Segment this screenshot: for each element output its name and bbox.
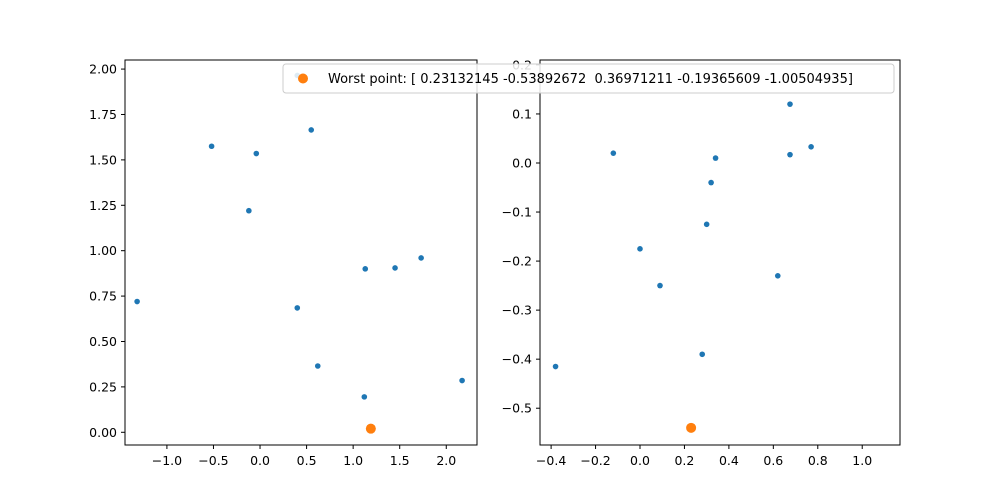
y-tick-label-0-1: 0.25 xyxy=(89,379,117,394)
y-tick-label-1-5: 0.0 xyxy=(512,155,532,170)
y-tick-label-0-2: 0.50 xyxy=(89,334,117,349)
y-tick-label-0-4: 1.00 xyxy=(89,243,117,258)
data-point-1-8 xyxy=(774,273,781,279)
data-point-1-10 xyxy=(787,151,793,158)
legend: Worst point: [ 0.23132145 -0.53892672 0.… xyxy=(282,63,895,94)
legend-box xyxy=(282,63,895,94)
data-point-1-1 xyxy=(637,246,643,252)
data-point-0-6 xyxy=(314,363,321,369)
legend-marker xyxy=(298,73,308,84)
data-point-0-10 xyxy=(361,394,368,400)
y-tick-label-1-2: −0.3 xyxy=(502,303,532,318)
x-tick-label-1-2: 0.0 xyxy=(630,453,650,468)
data-point-0-5 xyxy=(294,305,301,311)
data-point-0-4 xyxy=(308,127,315,133)
legend-label: Worst point: [ 0.23132145 -0.53892672 0.… xyxy=(328,72,853,87)
data-point-0-3 xyxy=(246,207,252,214)
x-tick-label-1-6: 0.8 xyxy=(808,453,828,468)
data-point-0-0 xyxy=(134,298,140,305)
y-tick-label-1-0: −0.5 xyxy=(502,401,532,416)
y-tick-label-0-7: 1.75 xyxy=(89,107,117,122)
y-tick-label-1-6: 0.1 xyxy=(512,106,532,121)
left-axes: −1.0 −0.5 0.0 0.5 1.0 1.5 2.0 0.00 0.25 0.50 0.75 1… xyxy=(89,59,478,468)
y-tick-label-1-1: −0.4 xyxy=(502,352,532,367)
worst-point-1-0 xyxy=(686,422,697,433)
x-tick-label-1-4: 0.4 xyxy=(719,453,739,468)
x-tick-label-0-5: 1.5 xyxy=(390,453,410,468)
x-tick-label-1-7: 1.0 xyxy=(852,453,872,468)
worst-point-0-0 xyxy=(365,423,376,434)
data-point-1-11 xyxy=(808,144,814,150)
x-tick-label-0-2: 0.0 xyxy=(250,453,270,468)
data-point-1-0 xyxy=(610,150,617,156)
x-tick-label-1-0: −0.4 xyxy=(536,453,566,468)
y-tick-label-0-8: 2.00 xyxy=(89,62,117,77)
y-tick-label-0-3: 0.75 xyxy=(89,289,117,304)
data-point-1-9 xyxy=(787,101,793,107)
x-tick-label-0-4: 1.0 xyxy=(343,453,363,468)
x-tick-label-0-6: 2.0 xyxy=(436,453,456,468)
data-point-1-2 xyxy=(657,282,663,289)
data-point-0-8 xyxy=(392,265,398,271)
data-point-0-2 xyxy=(253,150,260,157)
right-axes: −0.4 −0.2 0.0 0.2 0.4 0.6 0.8 1.0 −0.5 −0.4 −0.3 −0… xyxy=(502,57,901,468)
data-point-1-4 xyxy=(708,179,714,186)
data-point-0-9 xyxy=(418,255,424,261)
y-tick-label-0-6: 1.50 xyxy=(89,152,117,167)
data-point-1-5 xyxy=(712,155,719,161)
x-tick-label-0-3: 0.5 xyxy=(297,453,317,468)
data-point-1-3 xyxy=(703,221,710,228)
axes-frame-1 xyxy=(539,59,901,446)
data-point-0-11 xyxy=(459,377,465,384)
x-tick-label-1-5: 0.6 xyxy=(763,453,783,468)
y-tick-label-0-0: 0.00 xyxy=(89,425,117,440)
axes-frame-0 xyxy=(124,59,478,446)
x-tick-label-0-0: −1.0 xyxy=(152,453,182,468)
data-point-0-7 xyxy=(362,266,369,272)
x-tick-label-0-1: −0.5 xyxy=(198,453,228,468)
x-tick-label-1-1: −0.2 xyxy=(580,453,610,468)
data-point-0-1 xyxy=(208,143,215,150)
y-tick-label-1-3: −0.2 xyxy=(502,254,532,269)
y-tick-label-1-4: −0.1 xyxy=(502,205,532,220)
x-tick-label-1-3: 0.2 xyxy=(674,453,694,468)
data-point-1-7 xyxy=(552,363,559,370)
y-tick-label-0-5: 1.25 xyxy=(89,198,117,213)
data-point-1-6 xyxy=(699,351,706,358)
